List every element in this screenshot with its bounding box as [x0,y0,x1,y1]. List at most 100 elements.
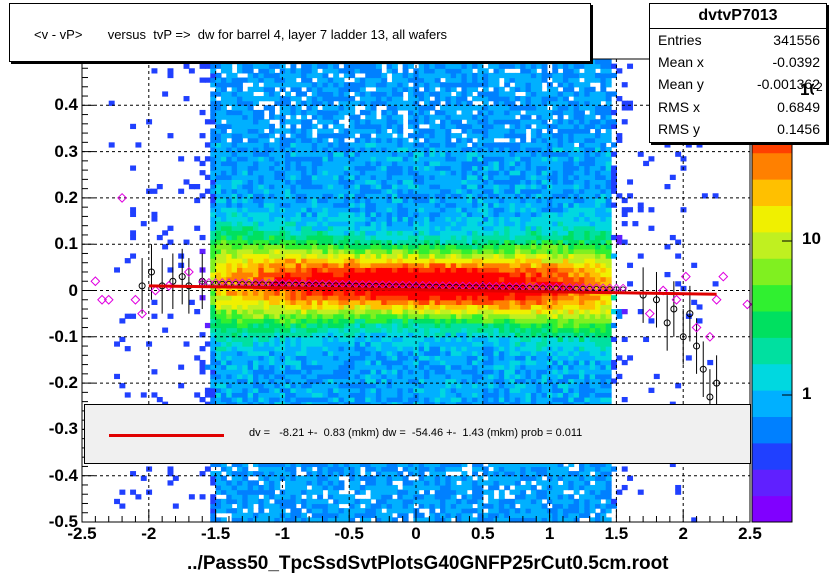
heatmap-cell [317,225,324,231]
heatmap-cell [172,475,179,481]
heatmap-cell [482,378,489,384]
heatmap-cell [210,170,217,176]
heatmap-cell [274,392,281,398]
heatmap-cell [311,146,318,153]
heatmap-cell [375,304,382,310]
heatmap-cell [167,239,174,245]
heatmap-cell [215,378,222,384]
heatmap-cell [242,517,249,523]
heatmap-cell [295,392,302,398]
heatmap-cell [456,123,463,130]
heatmap-cell [343,128,350,134]
heatmap-cell [365,512,372,518]
heatmap-cell [327,466,334,472]
heatmap-cell [317,221,324,227]
heatmap-cell [407,489,414,495]
heatmap-cell [269,160,275,167]
heatmap-cell [322,211,329,218]
heatmap-cell [402,68,409,74]
heatmap-cell [397,160,404,167]
heatmap-cell [199,63,206,69]
heatmap-cell [429,184,436,190]
heatmap-cell [301,253,308,259]
heatmap-cell [381,156,388,162]
heatmap-cell [386,216,393,222]
heatmap-cell [327,471,334,477]
heatmap-cell [354,290,361,296]
heatmap-cell [301,221,308,227]
heatmap-cell [402,484,409,491]
heatmap-cell [220,230,227,236]
heatmap-cell [450,378,457,384]
heatmap-cell [354,100,361,106]
heatmap-cell [456,359,463,366]
heatmap-cell [381,378,388,384]
heatmap-cell [317,91,324,97]
heatmap-cell [210,197,217,204]
heatmap-cell [269,471,275,477]
heatmap-cell [365,137,372,143]
heatmap-cell [402,346,409,352]
heatmap-cell [322,355,329,361]
heatmap-cell [434,77,441,83]
heatmap-cell [450,142,457,148]
heatmap-cell [456,63,463,69]
heatmap-cell [397,146,404,153]
heatmap-cell [220,248,227,255]
heatmap-cell [365,253,372,259]
heatmap-cell [269,202,275,208]
heatmap-cell [333,184,340,190]
heatmap-cell [258,313,265,319]
heatmap-cell [301,350,308,356]
heatmap-cell [290,309,297,315]
heatmap-cell [322,336,329,343]
heatmap-cell [263,364,270,370]
heatmap-cell [445,142,452,148]
heatmap-cell [472,239,479,245]
heatmap-cell [424,258,430,264]
heatmap-cell [456,383,463,389]
heatmap-cell [424,68,430,74]
heatmap-cell [285,146,292,153]
heatmap-cell [456,137,463,143]
heatmap-cell [456,512,463,518]
heatmap-cell [247,128,254,134]
heatmap-cell [199,193,206,199]
heatmap-cell [188,184,195,190]
heatmap-cell [434,193,441,199]
heatmap-cell [370,202,377,208]
heatmap-cell [263,267,270,273]
heatmap-cell [322,508,329,514]
heatmap-cell [397,378,404,384]
heatmap-cell [226,281,233,287]
heatmap-cell [482,304,489,310]
heatmap-cell [359,378,366,384]
heatmap-cell [391,350,398,356]
heatmap-cell [424,179,430,185]
heatmap-cell [375,221,382,227]
heatmap-cell [402,142,409,148]
heatmap-cell [477,355,484,361]
heatmap-cell [311,295,318,301]
heatmap-cell [407,188,414,194]
heatmap-cell [418,471,425,477]
heatmap-cell [381,123,388,130]
heatmap-cell [391,174,398,180]
heatmap-cell [445,466,452,472]
heatmap-cell [472,396,479,403]
heatmap-cell [253,146,259,153]
heatmap-cell [424,184,430,190]
heatmap-cell [359,341,366,347]
heatmap-cell [407,63,414,69]
heatmap-cell [461,267,468,273]
heatmap-cell [231,216,238,222]
heatmap-cell [386,82,393,88]
heatmap-cell [466,299,473,305]
heatmap-cell [418,258,425,264]
heatmap-cell [466,373,473,380]
heatmap-cell [236,484,243,491]
heatmap-cell [311,137,318,143]
heatmap-cell [429,239,436,245]
heatmap-cell [338,230,345,236]
heatmap-cell [477,290,484,296]
